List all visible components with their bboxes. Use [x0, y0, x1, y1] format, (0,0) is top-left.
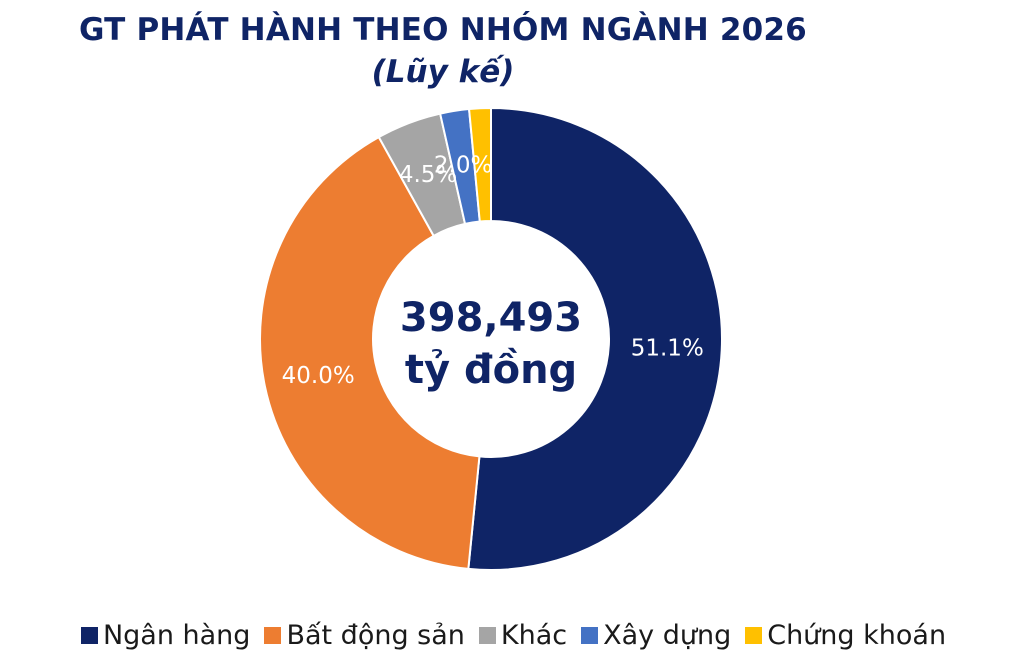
legend-swatch: [478, 627, 496, 644]
chart-title: GT PHÁT HÀNH THEO NHÓM NGÀNH 2026: [79, 12, 807, 48]
legend-swatch: [745, 627, 763, 644]
legend-item: Khác: [478, 620, 568, 651]
legend-label: Xây dựng: [603, 620, 732, 651]
legend-swatch: [581, 627, 599, 644]
slice-label: 4.5%: [399, 162, 457, 188]
legend-item: Ngân hàng: [80, 620, 251, 651]
legend-item: Bất động sản: [264, 620, 465, 651]
center-unit: tỷ đồng: [405, 347, 577, 393]
donut-slice: [259, 135, 481, 570]
legend-item: Chứng khoán: [745, 620, 946, 651]
slice-label: 51.1%: [631, 336, 704, 362]
slice-labels: 51.1% 40.0% 4.5%2.0%: [282, 153, 704, 389]
center-value: 398,493: [400, 295, 582, 341]
slice-label: 40.0%: [282, 363, 355, 389]
slice-label: 2.0%: [434, 153, 492, 179]
chart-legend: Ngân hàng Bất động sản Khác Xây dựng Chứ…: [0, 620, 1027, 651]
legend-item: Xây dựng: [581, 620, 731, 651]
legend-label: Bất động sản: [286, 620, 465, 651]
donut-slice: [467, 106, 724, 571]
legend-swatch: [264, 627, 282, 644]
legend-label: Ngân hàng: [102, 620, 251, 651]
legend-label: Chứng khoán: [767, 620, 947, 651]
donut-slice: [467, 106, 492, 223]
legend-label: Khác: [500, 620, 568, 651]
legend-swatch: [80, 627, 98, 644]
chart-subtitle: (Lũy kế): [371, 54, 515, 90]
donut-slices: [259, 106, 724, 571]
